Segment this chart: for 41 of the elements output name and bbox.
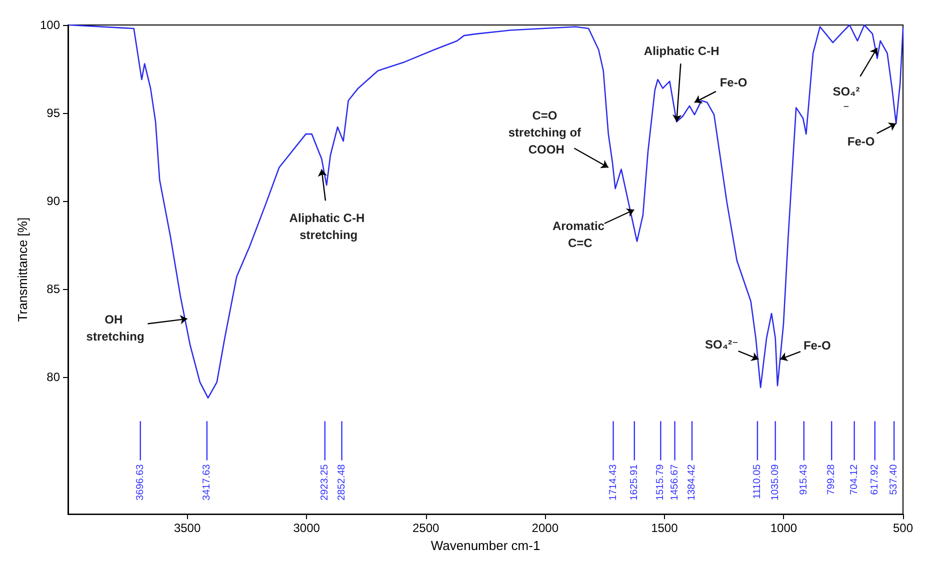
ref-line-label: 1384.42 — [686, 464, 698, 500]
x-tick-label: 3500 — [174, 521, 201, 536]
annotation: C=O stretching of COOH — [508, 108, 584, 157]
annotation: Fe-O — [720, 75, 748, 90]
x-axis-title: Wavenumber cm-1 — [430, 538, 540, 553]
ref-line-label: 1456.67 — [669, 464, 680, 500]
x-tick-label: 2500 — [412, 521, 440, 536]
ref-line-label: 3417.63 — [201, 464, 212, 500]
ref-line-label: 1714.43 — [608, 464, 619, 500]
ref-line-label: 537.40 — [888, 464, 900, 495]
x-tick-label: 500 — [892, 521, 914, 536]
annotation: Aliphatic C-H stretching — [289, 210, 368, 242]
y-tick-label: 90 — [46, 194, 60, 208]
annotation: Fe-O — [847, 134, 875, 149]
annotation: OH stretching — [86, 312, 144, 344]
x-tick-label: 1000 — [770, 521, 798, 536]
annotation: SO₄²⁻ — [832, 84, 860, 116]
ref-line-label: 1515.79 — [655, 464, 666, 500]
ref-line-label: 2923.25 — [319, 464, 330, 500]
y-tick-label: 100 — [40, 18, 60, 32]
ref-line-label: 617.92 — [869, 464, 880, 495]
ref-line-label: 704.12 — [848, 464, 860, 495]
x-tick-label: 3000 — [293, 521, 320, 536]
y-tick-label: 85 — [46, 282, 60, 296]
annotation: Aromatic C=C — [552, 219, 608, 250]
annotation: Fe-O — [803, 338, 831, 352]
y-axis-title: Transmittance [%] — [15, 217, 30, 322]
ref-line-label: 915.43 — [798, 464, 810, 495]
annotation: SO₄²⁻ — [704, 337, 738, 352]
ref-line-label: 1110.05 — [752, 464, 763, 499]
ref-line-label: 799.28 — [826, 464, 838, 495]
ref-line-label: 1035.09 — [770, 464, 781, 500]
y-tick-label: 80 — [46, 370, 60, 384]
ref-line-label: 3696.63 — [134, 464, 146, 500]
annotation: Aliphatic C-H — [644, 44, 720, 58]
y-tick-label: 95 — [46, 106, 60, 120]
ref-line-label: 2852.48 — [336, 464, 348, 500]
line-series — [68, 24, 904, 399]
ref-line-label: 1625.91 — [628, 464, 640, 500]
x-tick-label: 1500 — [651, 521, 678, 536]
x-tick-label: 2000 — [532, 521, 559, 536]
